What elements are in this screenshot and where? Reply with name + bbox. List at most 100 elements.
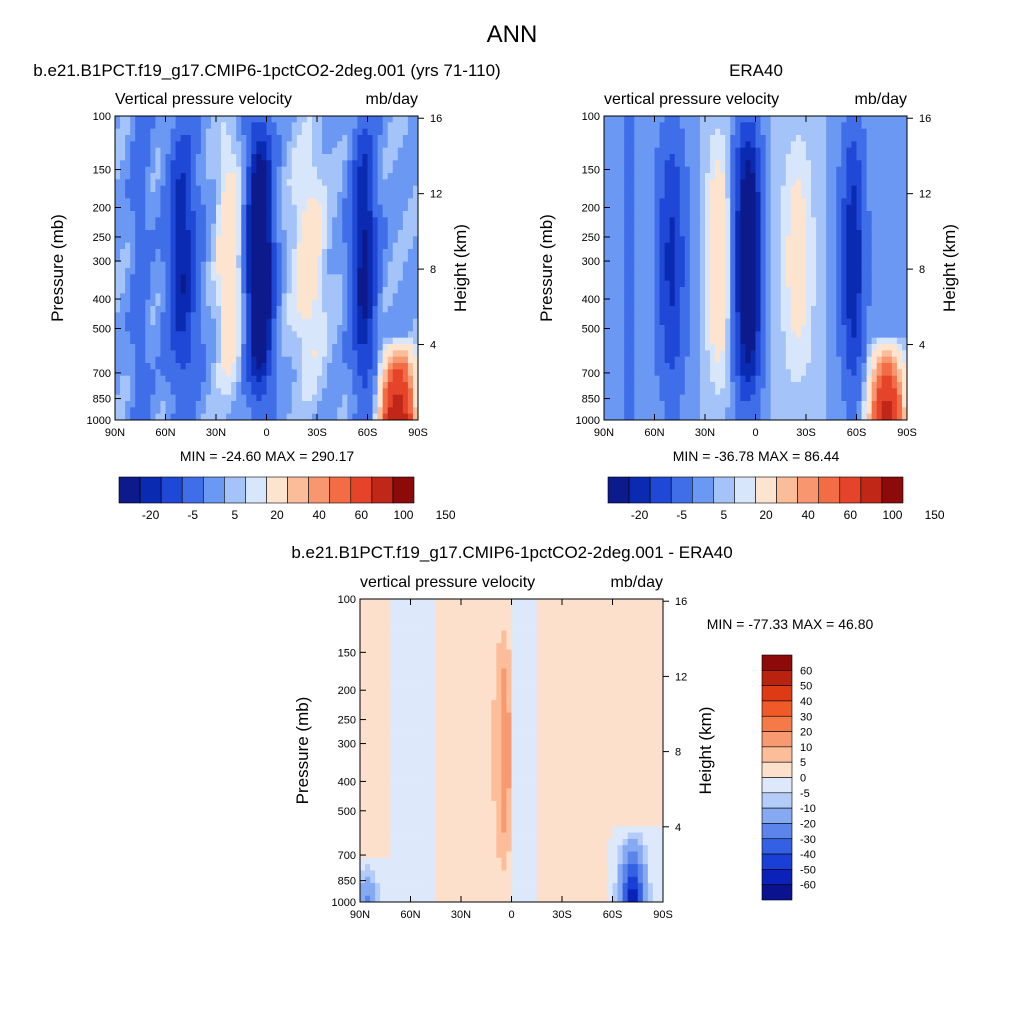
field-cell [387, 147, 394, 155]
field-cell [221, 261, 227, 269]
field-cell [644, 287, 650, 294]
field-cell [402, 179, 409, 187]
field-cell [347, 382, 353, 389]
field-cell [271, 299, 277, 307]
field-cell [170, 185, 176, 193]
field-cell [185, 122, 192, 130]
field-cell [412, 413, 419, 421]
field-cell [770, 325, 777, 332]
field-cell [130, 261, 136, 269]
field-cell [306, 318, 313, 326]
field-cell [795, 160, 802, 168]
field-cell [236, 401, 242, 408]
field-cell [377, 141, 384, 149]
field-cell [301, 394, 308, 402]
field-cell [160, 166, 166, 174]
field-cell [876, 211, 883, 218]
field-cell [120, 223, 126, 231]
field-cell [851, 116, 857, 123]
field-cell [311, 388, 318, 396]
field-cell [392, 255, 399, 263]
field-cell [327, 185, 333, 193]
field-cell [115, 306, 121, 313]
field-cell [170, 356, 176, 364]
field-cell [397, 223, 404, 231]
field-cell [780, 280, 787, 288]
field-cell [261, 122, 267, 130]
field-cell [402, 217, 409, 225]
field-cell [800, 217, 807, 225]
field-cell [261, 388, 267, 396]
field-cell [775, 192, 782, 199]
field-cell [357, 356, 363, 364]
field-cell [135, 299, 141, 307]
field-cell [659, 147, 665, 155]
field-cell [871, 312, 878, 320]
field-cell [256, 217, 262, 225]
field-cell [694, 204, 701, 212]
field-cell [886, 293, 893, 301]
field-cell [614, 135, 620, 142]
field-cell [402, 223, 409, 231]
field-cell [231, 185, 237, 193]
field-cell [705, 223, 711, 231]
field-cell [836, 280, 842, 288]
field-cell [664, 293, 671, 301]
field-cell [226, 375, 232, 383]
field-cell [175, 375, 182, 383]
field-cell [609, 318, 615, 326]
field-cell [795, 230, 802, 237]
field-cell [241, 128, 247, 136]
field-cell [725, 179, 731, 187]
field-cell [372, 356, 378, 364]
field-cell [689, 141, 696, 149]
field-cell [241, 280, 247, 288]
field-cell [654, 166, 660, 174]
field-cell [140, 318, 146, 326]
field-cell [896, 204, 903, 212]
field-cell [271, 375, 277, 383]
field-cell [785, 192, 792, 199]
field-cell [624, 268, 630, 275]
field-cell [291, 280, 298, 288]
field-cell [306, 293, 313, 301]
field-cell [821, 236, 827, 244]
field-cell [811, 280, 817, 288]
field-cell [155, 413, 161, 421]
field-cell [896, 154, 903, 161]
field-cell [231, 147, 237, 155]
field-cell [135, 135, 141, 142]
field-cell [231, 173, 237, 180]
field-cell [367, 318, 373, 326]
field-cell [811, 242, 817, 250]
field-cell [286, 255, 293, 263]
field-cell [785, 211, 792, 218]
field-cell [846, 147, 852, 155]
field-cell [790, 293, 797, 301]
field-cell [634, 299, 640, 307]
field-cell [412, 128, 419, 136]
field-cell [190, 122, 197, 130]
field-cell [286, 154, 293, 161]
field-cell [175, 337, 182, 345]
field-cell [306, 173, 313, 180]
field-cell [412, 344, 419, 351]
field-cell [679, 217, 686, 225]
field-cell [236, 312, 242, 320]
field-cell [770, 116, 777, 123]
field-cell [367, 280, 373, 288]
field-cell [190, 223, 197, 231]
field-cell [745, 192, 751, 199]
field-cell [891, 198, 898, 206]
field-cell [185, 312, 192, 320]
field-cell [846, 268, 852, 275]
field-cell [836, 312, 842, 320]
field-cell [730, 274, 736, 282]
field-cell [674, 268, 681, 275]
field-cell [694, 166, 701, 174]
field-cell [699, 223, 706, 231]
field-cell [175, 160, 182, 168]
field-cell [352, 350, 358, 358]
field-cell [674, 331, 681, 339]
field-cell [241, 268, 247, 275]
